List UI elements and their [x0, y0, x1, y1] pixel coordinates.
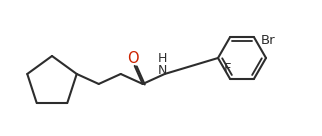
Text: H
N: H N	[158, 52, 167, 78]
Text: O: O	[127, 51, 138, 67]
Text: F: F	[224, 62, 232, 75]
Text: Br: Br	[261, 34, 275, 47]
